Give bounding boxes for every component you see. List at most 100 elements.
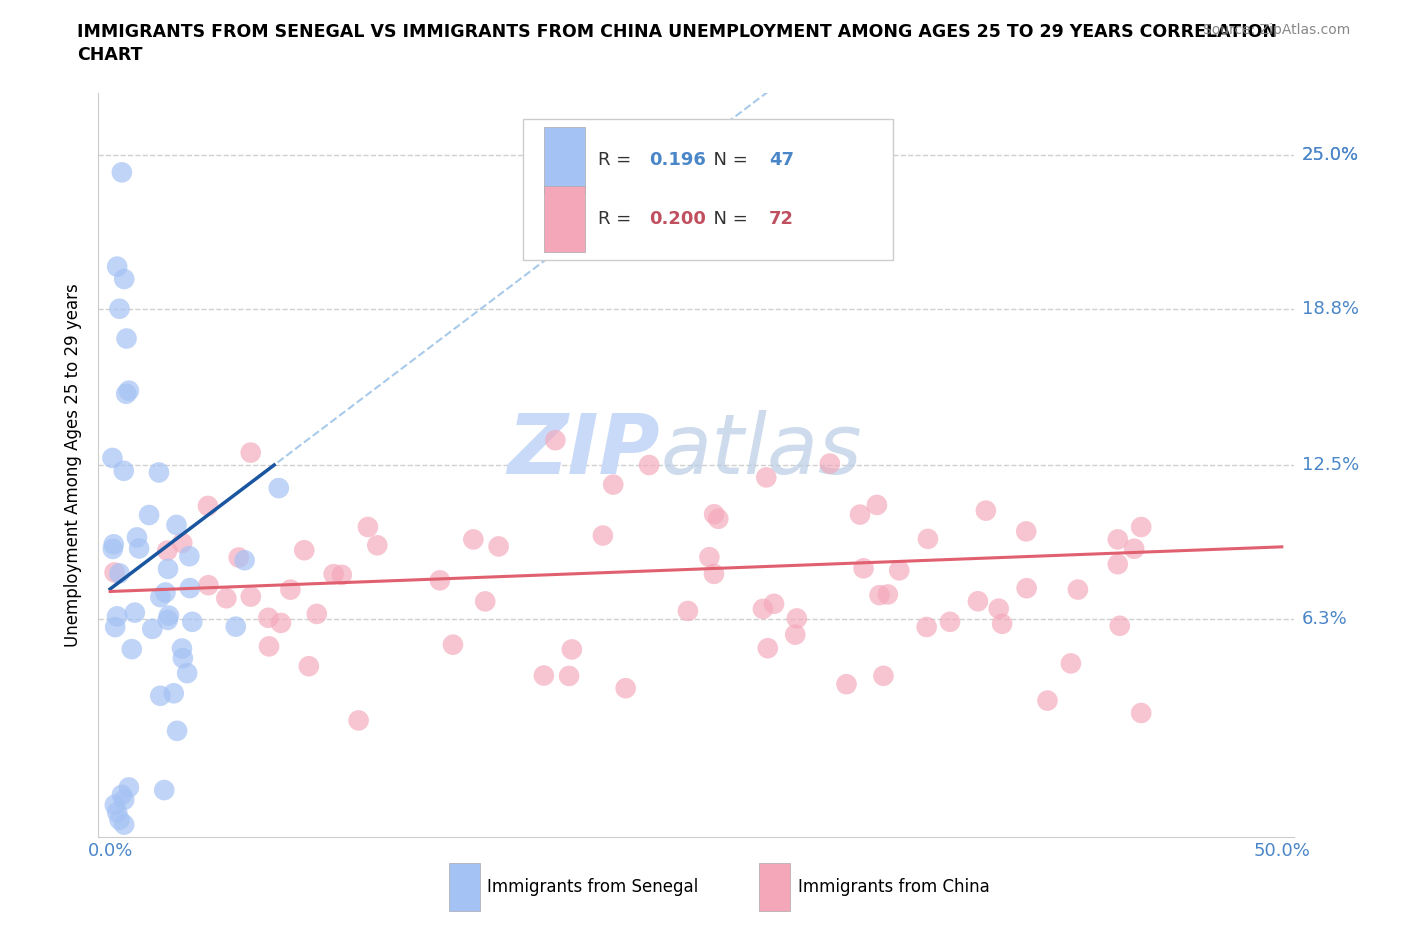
Point [239, 590, 262, 604]
Text: 6.3%: 6.3% [1302, 610, 1347, 628]
Point [614, 681, 637, 696]
Point [118, 383, 141, 398]
Text: 47: 47 [769, 152, 794, 169]
Point [592, 528, 614, 543]
Text: 12.5%: 12.5% [1302, 456, 1360, 474]
Point [112, 272, 135, 286]
Text: R =: R = [598, 210, 637, 228]
Point [298, 658, 321, 673]
Text: 72: 72 [769, 210, 794, 228]
Text: 0.200: 0.200 [650, 210, 706, 228]
Point [463, 532, 485, 547]
Point [111, 165, 134, 179]
Point [170, 641, 193, 656]
Point [852, 561, 875, 576]
Point [108, 301, 131, 316]
Point [181, 615, 204, 630]
Point [257, 639, 280, 654]
Point [153, 783, 176, 798]
Point [987, 601, 1010, 616]
Point [108, 566, 131, 581]
Point [876, 587, 898, 602]
FancyBboxPatch shape [523, 119, 893, 260]
Text: IMMIGRANTS FROM SENEGAL VS IMMIGRANTS FROM CHINA UNEMPLOYMENT AMONG AGES 25 TO 2: IMMIGRANTS FROM SENEGAL VS IMMIGRANTS FR… [77, 23, 1277, 41]
Text: Immigrants from Senegal: Immigrants from Senegal [486, 878, 697, 896]
Point [197, 578, 219, 592]
Text: N =: N = [702, 210, 754, 228]
Point [121, 642, 143, 657]
Point [763, 596, 786, 611]
Point [257, 610, 280, 625]
Point [544, 432, 567, 447]
Point [179, 580, 201, 595]
Point [112, 817, 135, 832]
Point [128, 541, 150, 556]
Point [676, 604, 699, 618]
Point [166, 517, 188, 532]
Point [703, 507, 725, 522]
FancyBboxPatch shape [449, 863, 479, 910]
Point [267, 481, 290, 496]
Point [939, 615, 962, 630]
Point [866, 498, 889, 512]
Point [172, 536, 194, 551]
Point [441, 637, 464, 652]
Point [330, 567, 353, 582]
Text: Immigrants from China: Immigrants from China [797, 878, 990, 896]
Point [270, 616, 292, 631]
Point [141, 621, 163, 636]
Text: ZIP: ZIP [508, 409, 661, 491]
Point [118, 780, 141, 795]
Point [1036, 693, 1059, 708]
Point [835, 677, 858, 692]
Text: Source: ZipAtlas.com: Source: ZipAtlas.com [1202, 23, 1350, 37]
Point [172, 651, 194, 666]
Point [1107, 557, 1129, 572]
Point [602, 477, 624, 492]
Point [1015, 524, 1038, 538]
FancyBboxPatch shape [544, 127, 585, 193]
Point [148, 465, 170, 480]
Point [474, 594, 496, 609]
Text: CHART: CHART [77, 46, 143, 64]
Point [366, 538, 388, 552]
Text: R =: R = [598, 152, 637, 169]
Point [357, 520, 380, 535]
Point [124, 605, 146, 620]
Point [149, 590, 172, 604]
Point [197, 498, 219, 513]
Point [215, 591, 238, 605]
Point [703, 566, 725, 581]
Point [239, 445, 262, 460]
Point [105, 609, 128, 624]
Point [917, 531, 939, 546]
Text: 0.196: 0.196 [650, 152, 706, 169]
FancyBboxPatch shape [544, 186, 585, 252]
Point [157, 562, 180, 577]
Point [166, 724, 188, 738]
Point [755, 470, 778, 485]
Point [872, 669, 894, 684]
Point [707, 512, 730, 526]
Point [138, 508, 160, 523]
Point [1015, 580, 1038, 595]
Point [533, 668, 555, 683]
Point [869, 588, 891, 603]
Point [103, 537, 125, 551]
Point [488, 539, 510, 554]
Point [305, 606, 328, 621]
Point [1060, 656, 1083, 671]
Text: 18.8%: 18.8% [1302, 299, 1358, 318]
Point [176, 666, 198, 681]
Point [1067, 582, 1090, 597]
Point [101, 450, 124, 465]
Point [125, 530, 148, 545]
Point [785, 627, 807, 642]
Point [105, 804, 128, 819]
Point [638, 458, 661, 472]
Point [561, 642, 583, 657]
Point [155, 585, 177, 600]
Point [111, 788, 134, 803]
Point [101, 541, 124, 556]
Point [967, 593, 990, 608]
